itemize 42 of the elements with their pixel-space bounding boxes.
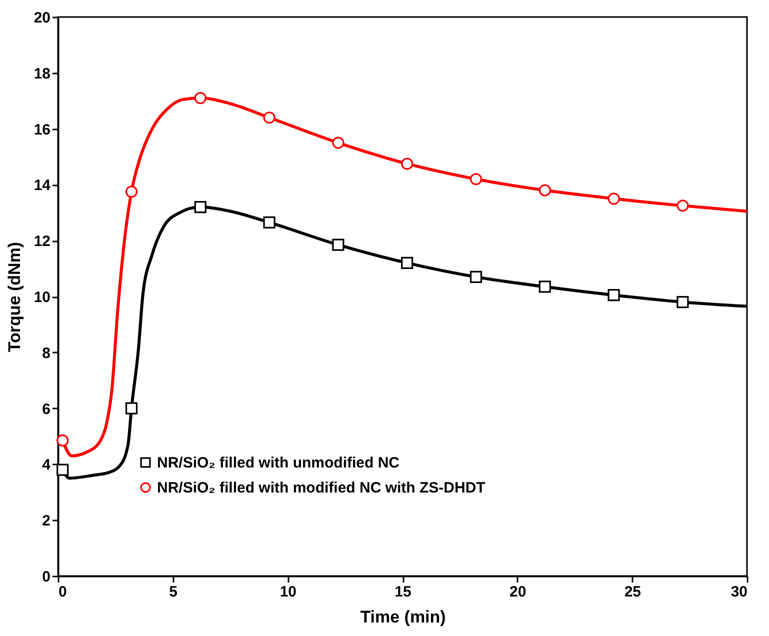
x-tick-label: 20	[509, 584, 526, 600]
y-tick-label: 0	[42, 568, 50, 586]
point	[401, 158, 414, 170]
y-tick-label: 16	[34, 121, 50, 138]
point	[263, 216, 276, 228]
y-tick-label: 12	[34, 233, 50, 250]
point	[194, 92, 206, 104]
y-axis-title: Torque (dNm)	[4, 242, 24, 352]
point	[263, 112, 276, 124]
point	[56, 464, 69, 476]
y-tick-label: 8	[42, 344, 50, 362]
y-tick-label: 10	[34, 289, 50, 306]
x-tick-label: 0	[58, 584, 67, 600]
x-tick-label: 15	[394, 584, 412, 600]
point	[608, 192, 620, 205]
point	[194, 201, 206, 214]
legend-label: NR/SiO₂ filled with modified NC with ZS-DHDT	[157, 480, 486, 496]
y-tick-label: 6	[42, 400, 50, 418]
x-tick-label: 30	[730, 584, 748, 600]
x-tick-label: 25	[624, 584, 642, 600]
x-tick-label: 10	[280, 584, 297, 600]
point	[608, 289, 620, 302]
x-axis-title: Time (min)	[360, 608, 446, 626]
point	[332, 238, 344, 251]
point	[401, 256, 414, 270]
x-tick-label: 5	[169, 584, 178, 600]
y-tick-label: 20	[34, 10, 50, 26]
point	[470, 173, 482, 186]
point	[538, 184, 551, 196]
point	[332, 136, 344, 149]
point	[676, 296, 689, 308]
point	[538, 280, 551, 293]
point	[676, 200, 689, 212]
legend-label: NR/SiO₂ filled with unmodified NC	[157, 454, 400, 472]
point	[125, 402, 138, 414]
point	[470, 270, 482, 283]
y-tick-label: 4	[42, 456, 52, 474]
y-tick-label: 18	[34, 65, 50, 82]
point	[125, 186, 138, 198]
point	[56, 434, 69, 446]
y-tick-label: 14	[34, 177, 52, 194]
y-tick-label: 2	[42, 512, 50, 530]
